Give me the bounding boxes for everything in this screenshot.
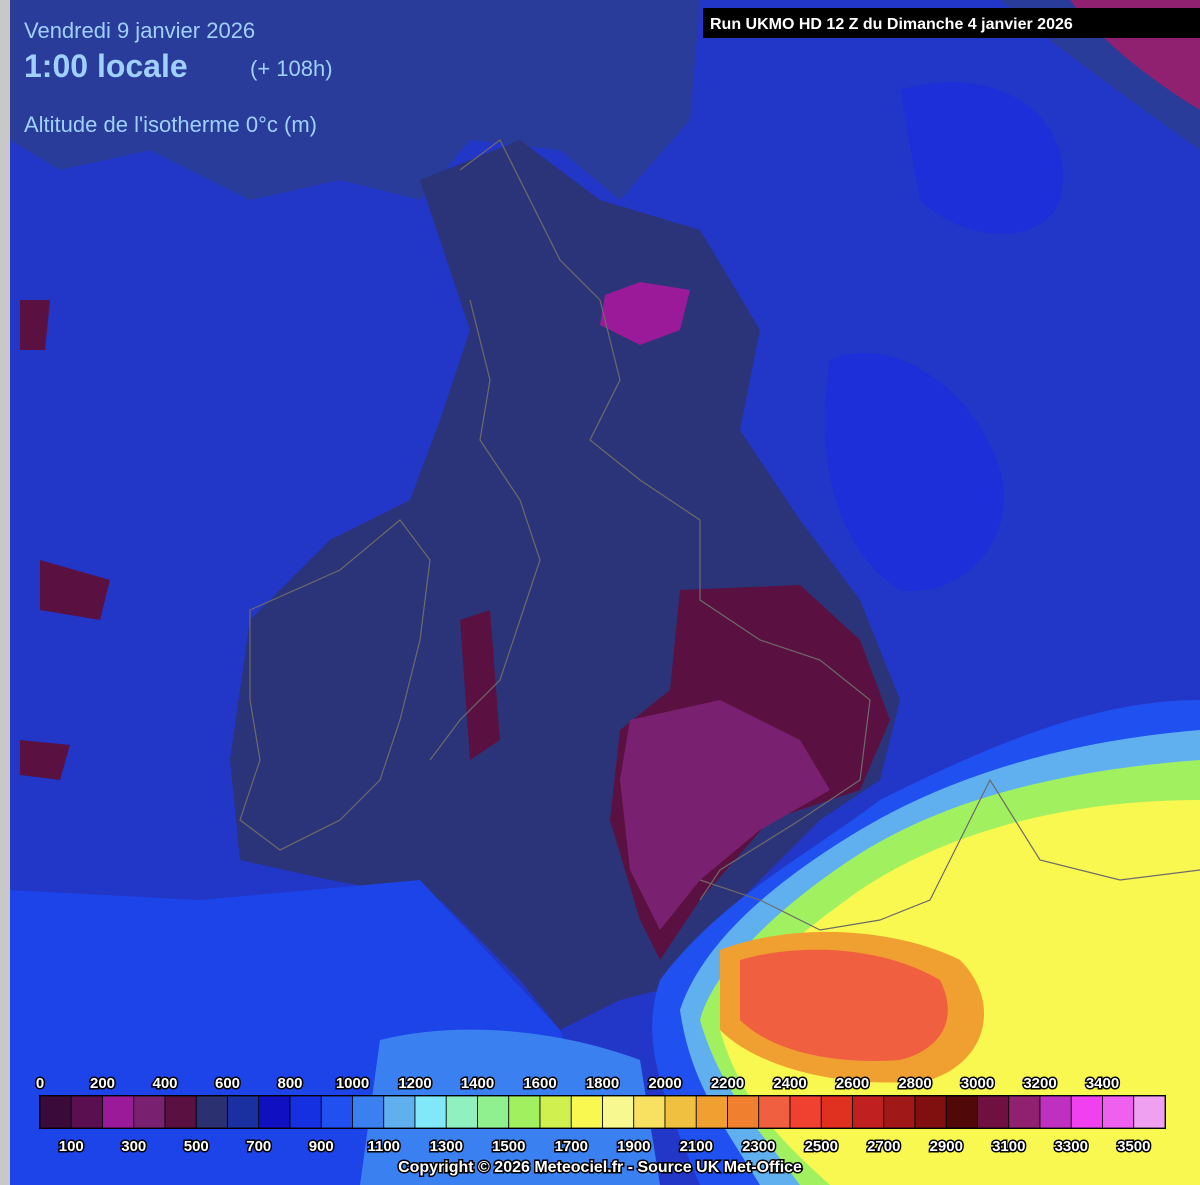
forecast-time: 1:00 locale (24, 48, 188, 84)
legend-label: 2400 (773, 1075, 806, 1092)
legend-swatch (789, 1095, 822, 1129)
legend-label: 200 (90, 1075, 115, 1092)
map-field (10, 0, 1200, 1185)
legend-label: 2100 (680, 1138, 713, 1155)
legend-swatch (1008, 1095, 1041, 1129)
coastlines (239, 139, 1200, 931)
legend-swatch (445, 1095, 478, 1129)
legend-label: 3300 (1055, 1138, 1088, 1155)
legend-label: 500 (184, 1138, 209, 1155)
legend-swatch (320, 1095, 353, 1129)
legend-label: 1100 (367, 1138, 400, 1155)
legend-label: 2000 (648, 1075, 681, 1092)
legend-label: 2700 (867, 1138, 900, 1155)
legend-swatch (758, 1095, 791, 1129)
copyright: Copyright © 2026 Meteociel.fr - Source U… (398, 1159, 802, 1176)
legend-label: 3500 (1117, 1138, 1150, 1155)
legend-swatch (539, 1095, 572, 1129)
legend-label: 900 (309, 1138, 334, 1155)
legend-label: 3200 (1023, 1075, 1056, 1092)
legend-swatch (352, 1095, 385, 1129)
legend-swatch (508, 1095, 541, 1129)
forecast-lead: (+ 108h) (250, 56, 333, 81)
legend-label: 300 (121, 1138, 146, 1155)
legend-label: 1200 (398, 1075, 431, 1092)
legend-label: 800 (277, 1075, 302, 1092)
legend-swatch (477, 1095, 510, 1129)
legend-label: 3000 (961, 1075, 994, 1092)
legend-swatch (227, 1095, 260, 1129)
legend-swatch (1133, 1095, 1166, 1129)
run-info: Run UKMO HD 12 Z du Dimanche 4 janvier 2… (710, 16, 1073, 33)
legend-label: 3100 (992, 1138, 1025, 1155)
left-border (0, 0, 10, 1185)
legend-swatch (820, 1095, 853, 1129)
legend-swatch (633, 1095, 666, 1129)
legend-swatch (289, 1095, 322, 1129)
legend-swatch (258, 1095, 291, 1129)
legend-swatch (945, 1095, 978, 1129)
legend-label: 1300 (430, 1138, 463, 1155)
legend-label: 2800 (898, 1075, 931, 1092)
legend-swatch (383, 1095, 416, 1129)
legend-label: 1400 (461, 1075, 494, 1092)
legend-swatch (102, 1095, 135, 1129)
legend-label: 400 (152, 1075, 177, 1092)
legend-swatch (695, 1095, 728, 1129)
legend-swatch (164, 1095, 197, 1129)
legend-label: 2300 (742, 1138, 775, 1155)
run-box (703, 8, 1200, 38)
legend-swatch (70, 1095, 103, 1129)
legend-swatch (852, 1095, 885, 1129)
legend-label: 2500 (805, 1138, 838, 1155)
legend-label: 1500 (492, 1138, 525, 1155)
legend-label: 1600 (523, 1075, 556, 1092)
legend-swatch (1070, 1095, 1103, 1129)
forecast-date: Vendredi 9 janvier 2026 (24, 18, 255, 43)
legend-swatch (39, 1095, 72, 1129)
legend-swatch (570, 1095, 603, 1129)
legend-swatch (1102, 1095, 1135, 1129)
legend-swatch (1039, 1095, 1072, 1129)
legend-label: 0 (36, 1075, 44, 1092)
legend-label: 1900 (617, 1138, 650, 1155)
legend-label: 700 (246, 1138, 271, 1155)
legend-swatch (664, 1095, 697, 1129)
legend-label: 2600 (836, 1075, 869, 1092)
legend-label: 2200 (711, 1075, 744, 1092)
legend-swatch (883, 1095, 916, 1129)
legend-swatch (133, 1095, 166, 1129)
legend-label: 2900 (930, 1138, 963, 1155)
legend-label: 100 (59, 1138, 84, 1155)
legend-label: 1000 (336, 1075, 369, 1092)
legend-label: 600 (215, 1075, 240, 1092)
legend-swatch (977, 1095, 1010, 1129)
parameter-title: Altitude de l'isotherme 0°c (m) (24, 112, 317, 137)
legend-label: 3400 (1086, 1075, 1119, 1092)
legend-swatch (414, 1095, 447, 1129)
color-legend: 0 100 200 300 400 500 600 700 800 900 1000 1100 1200… (34, 1074, 1166, 1157)
legend-label: 1700 (555, 1138, 588, 1155)
legend-label: 1800 (586, 1075, 619, 1092)
legend-swatch (195, 1095, 228, 1129)
legend-swatch (914, 1095, 947, 1129)
legend-swatch (602, 1095, 635, 1129)
legend-swatch (727, 1095, 760, 1129)
